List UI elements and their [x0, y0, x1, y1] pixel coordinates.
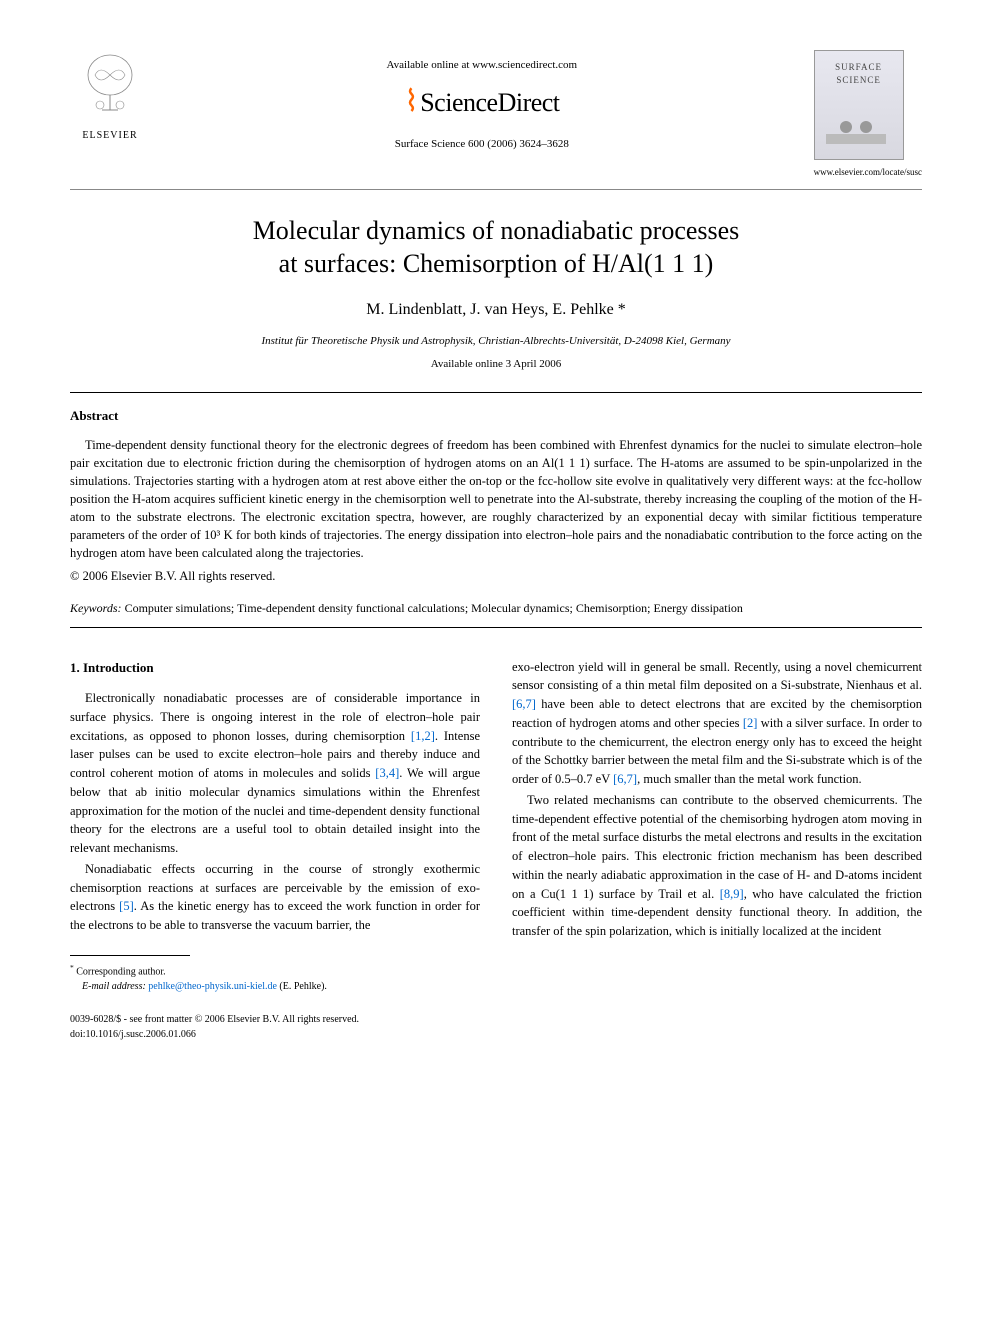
sciencedirect-logo: ⌇ScienceDirect [150, 81, 814, 123]
corresponding-email-link[interactable]: pehlke@theo-physik.uni-kiel.de [148, 981, 277, 992]
journal-cover-block: SURFACE SCIENCE www.elsevier.com/locate/… [814, 50, 922, 179]
ref-link[interactable]: [2] [743, 716, 758, 730]
journal-header: ELSEVIER Available online at www.science… [70, 50, 922, 179]
right-column: exo-electron yield will in general be sm… [512, 658, 922, 1043]
keywords-line: Keywords: Computer simulations; Time-dep… [70, 600, 922, 617]
sd-wordmark: ScienceDirect [420, 88, 559, 117]
keywords-text: Computer simulations; Time-dependent den… [122, 601, 743, 615]
header-rule [70, 189, 922, 190]
elsevier-label: ELSEVIER [70, 129, 150, 143]
affiliation: Institut für Theoretische Physik und Ast… [70, 334, 922, 349]
footnote-rule [70, 955, 190, 956]
ref-link[interactable]: [6,7] [512, 697, 536, 711]
intro-para-4: Two related mechanisms can contribute to… [512, 791, 922, 941]
ref-link[interactable]: [8,9] [720, 887, 744, 901]
elsevier-tree-icon [80, 50, 140, 120]
abstract-top-rule [70, 392, 922, 393]
issn-line: 0039-6028/$ - see front matter © 2006 El… [70, 1012, 480, 1027]
abstract-bottom-rule [70, 627, 922, 628]
section-1-heading: 1. Introduction [70, 658, 480, 678]
email-line: E-mail address: pehlke@theo-physik.uni-k… [70, 979, 480, 994]
ref-link[interactable]: [3,4] [375, 766, 399, 780]
intro-para-1: Electronically nonadiabatic processes ar… [70, 689, 480, 858]
header-center: Available online at www.sciencedirect.co… [150, 50, 814, 157]
sd-swirl-icon: ⌇ [404, 85, 418, 118]
locate-url: www.elsevier.com/locate/susc [814, 166, 922, 179]
title-line-1: Molecular dynamics of nonadiabatic proce… [253, 216, 740, 245]
doi-line: doi:10.1016/j.susc.2006.01.066 [70, 1027, 480, 1042]
corresponding-author-note: * Corresponding author. [70, 962, 480, 979]
abstract-heading: Abstract [70, 407, 922, 425]
left-column: 1. Introduction Electronically nonadiaba… [70, 658, 480, 1043]
available-date: Available online 3 April 2006 [70, 357, 922, 372]
title-line-2: at surfaces: Chemisorption of H/Al(1 1 1… [279, 249, 714, 278]
intro-para-2: Nonadiabatic effects occurring in the co… [70, 860, 480, 935]
abstract-body: Time-dependent density functional theory… [70, 436, 922, 563]
journal-cover: SURFACE SCIENCE [814, 50, 904, 160]
ref-link[interactable]: [5] [119, 899, 134, 913]
cover-title: SURFACE SCIENCE [821, 61, 897, 86]
publisher-logo-block: ELSEVIER [70, 50, 150, 143]
intro-para-3: exo-electron yield will in general be sm… [512, 658, 922, 789]
available-online-text: Available online at www.sciencedirect.co… [150, 58, 814, 73]
abstract-copyright: © 2006 Elsevier B.V. All rights reserved… [70, 568, 922, 586]
keywords-label: Keywords: [70, 601, 122, 615]
ref-link[interactable]: [1,2] [411, 729, 435, 743]
ref-link[interactable]: [6,7] [613, 772, 637, 786]
body-columns: 1. Introduction Electronically nonadiaba… [70, 658, 922, 1043]
paper-title: Molecular dynamics of nonadiabatic proce… [70, 214, 922, 282]
journal-reference: Surface Science 600 (2006) 3624–3628 [150, 137, 814, 152]
author-list: M. Lindenblatt, J. van Heys, E. Pehlke * [70, 299, 922, 321]
cover-art-icon [821, 109, 891, 149]
